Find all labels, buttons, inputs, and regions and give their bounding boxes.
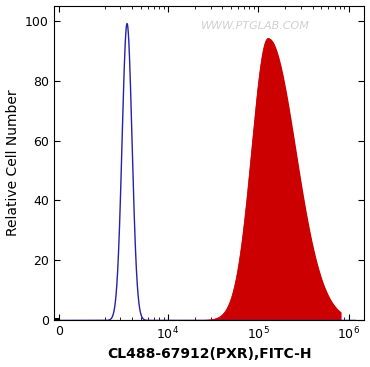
Y-axis label: Relative Cell Number: Relative Cell Number — [6, 90, 20, 236]
X-axis label: CL488-67912(PXR),FITC-H: CL488-67912(PXR),FITC-H — [107, 348, 312, 361]
Text: WWW.PTGLAB.COM: WWW.PTGLAB.COM — [201, 21, 310, 31]
